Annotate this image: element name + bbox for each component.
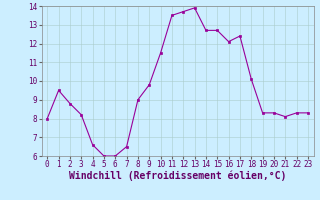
X-axis label: Windchill (Refroidissement éolien,°C): Windchill (Refroidissement éolien,°C) [69, 171, 286, 181]
